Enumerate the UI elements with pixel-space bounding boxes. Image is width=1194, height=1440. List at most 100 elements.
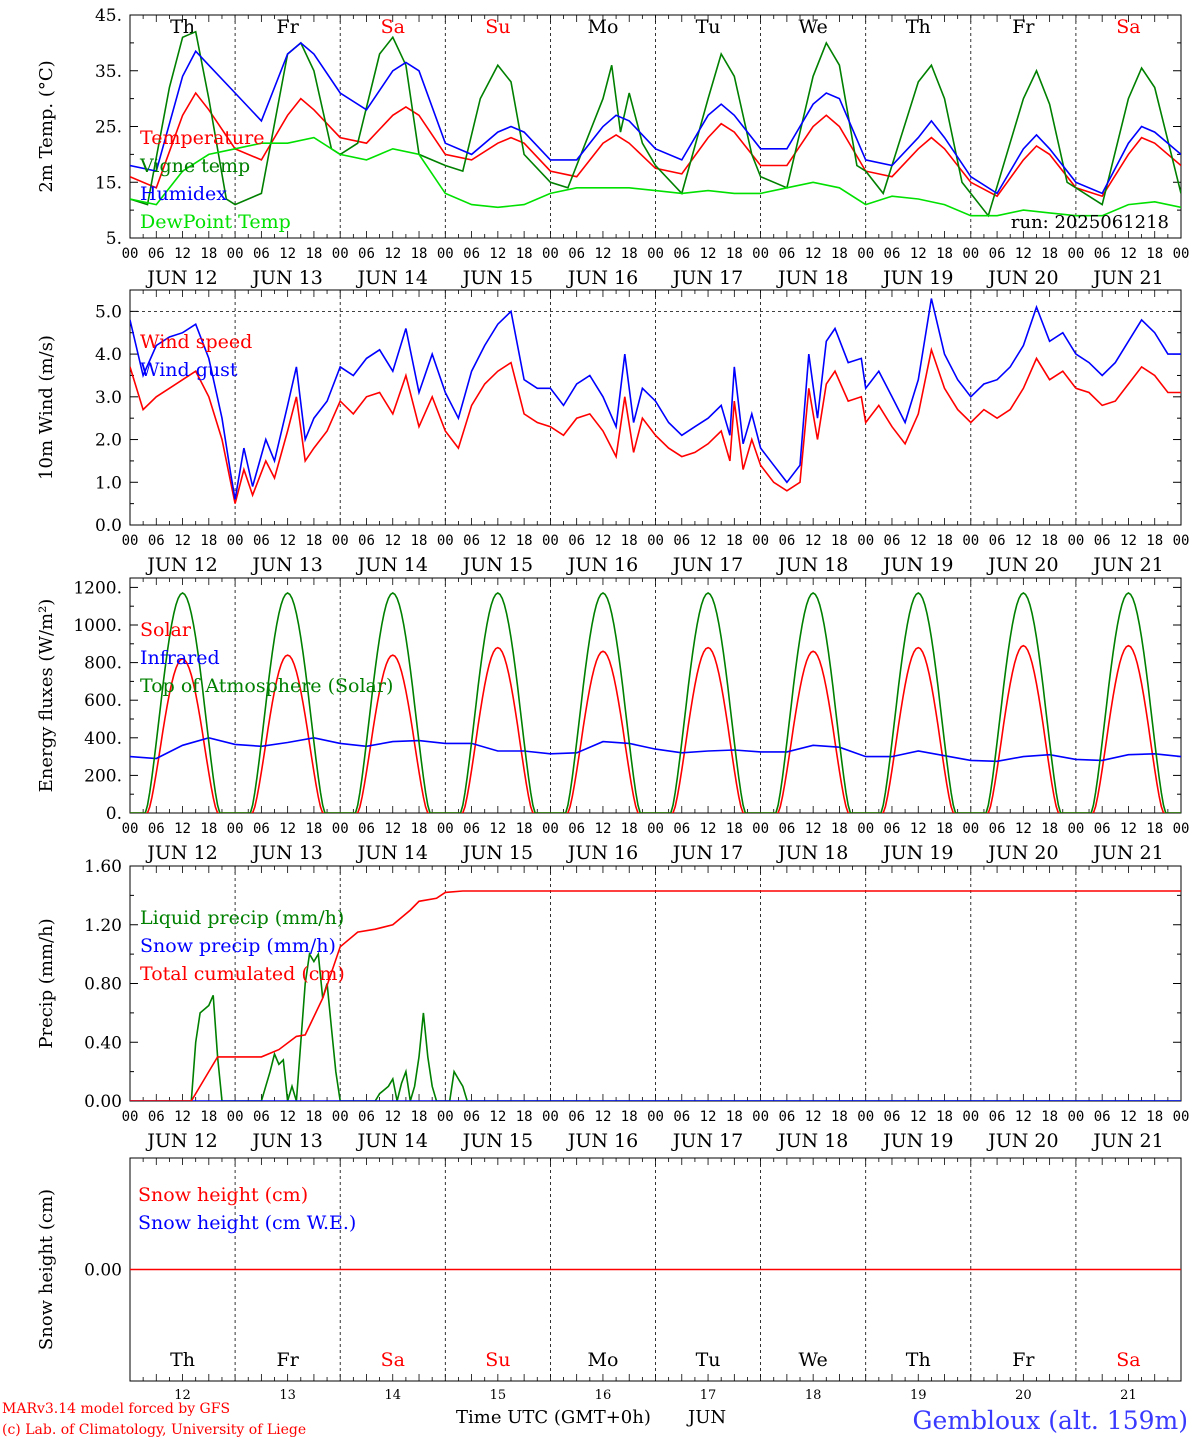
day-of-week-label: Tu bbox=[696, 16, 721, 38]
hour-tick-label: 00 bbox=[962, 533, 979, 549]
y-tick-label: 0.0 bbox=[95, 516, 122, 536]
date-label: JUN 16 bbox=[566, 267, 638, 289]
series-dewpoint-temp bbox=[130, 136, 1181, 217]
date-label: JUN 13 bbox=[250, 554, 322, 576]
date-label: JUN 15 bbox=[461, 554, 533, 576]
hour-tick-label: 18 bbox=[831, 246, 848, 262]
hour-tick-label: 00 bbox=[122, 246, 139, 262]
hour-tick-label: 12 bbox=[489, 246, 506, 262]
hour-tick-label: 12 bbox=[700, 246, 717, 262]
hour-tick-label: 18 bbox=[411, 821, 428, 837]
hour-tick-label: 12 bbox=[595, 821, 612, 837]
hour-tick-label: 06 bbox=[1094, 246, 1111, 262]
day-number-label: 14 bbox=[384, 1388, 401, 1403]
day-number-label: 16 bbox=[595, 1388, 612, 1403]
hour-tick-label: 00 bbox=[1173, 1109, 1190, 1125]
hour-tick-label: 12 bbox=[805, 246, 822, 262]
date-label: JUN 12 bbox=[145, 842, 217, 864]
y-axis-label: Energy fluxes (W/m²) bbox=[36, 599, 57, 793]
day-number-label: 20 bbox=[1015, 1388, 1032, 1403]
y-tick-label: 1200. bbox=[73, 578, 122, 598]
hour-tick-label: 06 bbox=[568, 533, 585, 549]
date-label: JUN 13 bbox=[250, 267, 322, 289]
hour-tick-label: 06 bbox=[463, 533, 480, 549]
day-of-week-label: Sa bbox=[381, 16, 405, 38]
hour-tick-label: 12 bbox=[595, 533, 612, 549]
hour-tick-label: 00 bbox=[962, 821, 979, 837]
date-label: JUN 18 bbox=[776, 1130, 848, 1152]
day-number-label: 13 bbox=[279, 1388, 296, 1403]
hour-tick-label: 12 bbox=[700, 533, 717, 549]
hour-tick-label: 18 bbox=[1146, 821, 1163, 837]
hour-tick-label: 00 bbox=[332, 533, 349, 549]
date-label: JUN 13 bbox=[250, 1130, 322, 1152]
hour-tick-label: 12 bbox=[805, 533, 822, 549]
y-tick-label: 0. bbox=[106, 804, 122, 824]
legend-series-temperature: Temperature bbox=[140, 127, 264, 149]
hour-tick-label: 00 bbox=[857, 533, 874, 549]
hour-tick-label: 12 bbox=[384, 246, 401, 262]
date-label: JUN 16 bbox=[566, 554, 638, 576]
hour-tick-label: 06 bbox=[463, 821, 480, 837]
day-of-week-label: Th bbox=[170, 1349, 195, 1371]
hour-tick-label: 06 bbox=[148, 246, 165, 262]
date-label: JUN 14 bbox=[356, 842, 428, 864]
date-label: JUN 19 bbox=[881, 267, 953, 289]
date-label: JUN 19 bbox=[881, 842, 953, 864]
hour-tick-label: 18 bbox=[1146, 533, 1163, 549]
day-of-week-label: We bbox=[799, 16, 828, 38]
hour-tick-label: 00 bbox=[122, 821, 139, 837]
y-tick-label: 35. bbox=[95, 62, 122, 82]
series-top-of-atmosphere-solar bbox=[130, 592, 1181, 813]
date-label: JUN 17 bbox=[671, 1130, 743, 1152]
hour-tick-label: 06 bbox=[358, 1109, 375, 1125]
panel-4: 0.00 0.40 0.80 1.20 1.60 Precip (mm/h) 00 06 12 1… bbox=[36, 857, 1189, 1152]
legend-series-infrared: Infrared bbox=[140, 647, 220, 669]
station-name: Gembloux (alt. 159m) bbox=[913, 1406, 1188, 1435]
hour-tick-label: 12 bbox=[700, 821, 717, 837]
hour-tick-label: 06 bbox=[673, 821, 690, 837]
series-liquid-precip-mm-h bbox=[130, 951, 1181, 1101]
hour-tick-label: 06 bbox=[884, 1109, 901, 1125]
hour-tick-label: 12 bbox=[1015, 246, 1032, 262]
hour-tick-label: 00 bbox=[437, 821, 454, 837]
day-of-week-label: Su bbox=[485, 16, 510, 38]
hour-tick-label: 00 bbox=[122, 1109, 139, 1125]
legend-series-total-cumulated-cm: Total cumulated (cm) bbox=[140, 963, 345, 985]
y-axis-label: 2m Temp. (°C) bbox=[36, 60, 57, 192]
date-label: JUN 21 bbox=[1091, 554, 1163, 576]
hour-tick-label: 00 bbox=[647, 821, 664, 837]
hour-tick-label: 00 bbox=[437, 533, 454, 549]
hour-tick-label: 00 bbox=[122, 533, 139, 549]
hour-tick-label: 18 bbox=[305, 533, 322, 549]
y-tick-label: 5.0 bbox=[95, 302, 122, 322]
date-label: JUN 17 bbox=[671, 267, 743, 289]
y-tick-label: 0.80 bbox=[84, 975, 122, 995]
y-tick-label: 15. bbox=[95, 173, 122, 193]
hour-tick-label: 18 bbox=[726, 1109, 743, 1125]
hour-tick-label: 06 bbox=[148, 1109, 165, 1125]
hour-tick-label: 12 bbox=[489, 533, 506, 549]
hour-tick-label: 06 bbox=[1094, 533, 1111, 549]
hour-tick-label: 18 bbox=[1041, 821, 1058, 837]
hour-tick-label: 18 bbox=[621, 1109, 638, 1125]
y-tick-label: 1.60 bbox=[84, 857, 122, 877]
y-tick-label: 1000. bbox=[73, 616, 122, 636]
hour-tick-label: 12 bbox=[910, 533, 927, 549]
series-group bbox=[130, 890, 1181, 1101]
hour-tick-label: 00 bbox=[857, 1109, 874, 1125]
day-number-label: 18 bbox=[805, 1388, 822, 1403]
hour-tick-label: 00 bbox=[227, 246, 244, 262]
series-total-cumulated-cm bbox=[130, 890, 1181, 1101]
hour-tick-label: 18 bbox=[1041, 1109, 1058, 1125]
series-humidex bbox=[130, 41, 1181, 195]
day-of-week-label: Fr bbox=[277, 16, 300, 38]
hour-tick-label: 00 bbox=[227, 1109, 244, 1125]
date-label: JUN 18 bbox=[776, 842, 848, 864]
hour-tick-label: 06 bbox=[989, 246, 1006, 262]
hour-tick-label: 06 bbox=[253, 246, 270, 262]
day-number-label: 15 bbox=[490, 1388, 507, 1403]
hour-tick-label: 06 bbox=[673, 246, 690, 262]
date-label: JUN 14 bbox=[356, 554, 428, 576]
hour-tick-label: 12 bbox=[700, 1109, 717, 1125]
